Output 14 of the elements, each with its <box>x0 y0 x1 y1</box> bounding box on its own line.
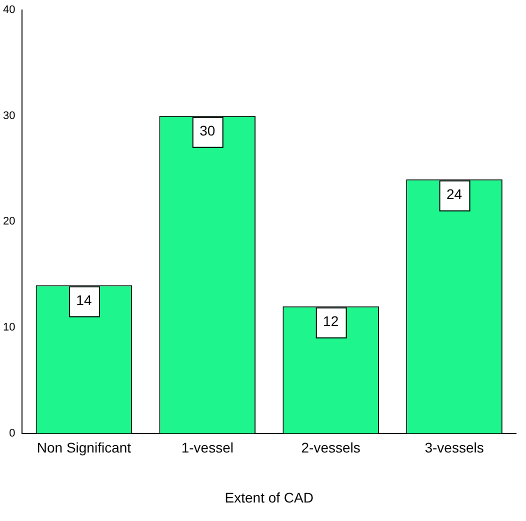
y-tick-label: 40 <box>2 4 16 16</box>
y-tick-label: 20 <box>2 216 16 228</box>
x-tick-label: 3-vessels <box>424 440 484 456</box>
x-axis-title: Extent of CAD <box>224 489 314 506</box>
data-label: 30 <box>200 122 216 139</box>
data-label: 24 <box>446 186 462 202</box>
y-tick-label: 10 <box>2 322 16 334</box>
y-tick-label: 30 <box>2 110 16 122</box>
x-tick-label: Non Significant <box>36 440 132 456</box>
x-tick-label: 2-vessels <box>301 440 360 456</box>
x-tick-label: 1-vessel <box>181 440 234 456</box>
data-label: 12 <box>323 313 339 330</box>
data-label: 14 <box>76 292 92 308</box>
y-tick-label: 0 <box>9 427 16 440</box>
